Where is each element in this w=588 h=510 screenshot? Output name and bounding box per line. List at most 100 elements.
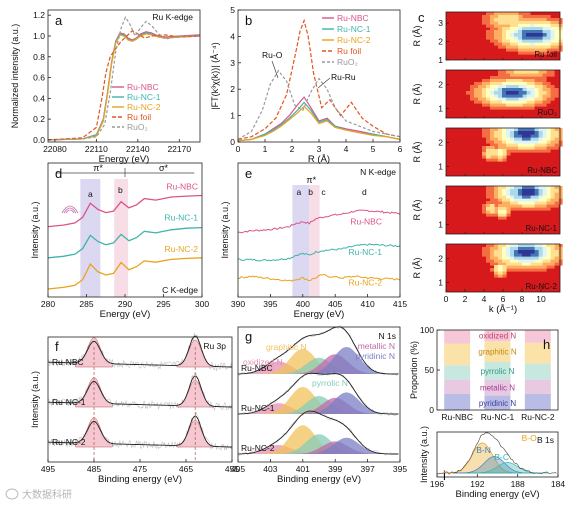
wavelet-cell (502, 265, 507, 269)
x-tick-label: 400 (296, 299, 310, 309)
wavelet-cell (526, 36, 531, 40)
wavelet-cell (514, 186, 519, 190)
wavelet-cell (526, 259, 531, 263)
wavelet-cell (506, 15, 511, 19)
xps-envelope (238, 326, 399, 375)
wavelet-cell (534, 88, 539, 92)
wavelet-cell (502, 262, 507, 266)
wavelet-cell (502, 106, 507, 110)
wavelet-cell (502, 12, 507, 16)
x-tick-label: 0 (444, 294, 449, 304)
wavelet-cell (498, 12, 503, 16)
wavelet-cell (510, 207, 515, 211)
wavelet-cell (486, 256, 491, 260)
wavelet-cell (478, 94, 483, 98)
wavelet-cell (534, 186, 539, 190)
wavelet-cell (502, 76, 507, 80)
wavelet-cell (518, 259, 523, 263)
x-tick-label: Ru-NBC (441, 412, 473, 422)
wavelet-cell (498, 85, 503, 89)
wavelet-cell (510, 259, 515, 263)
wavelet-cell (518, 198, 523, 202)
xps-fit-component (304, 347, 389, 374)
wavelet-cell (530, 201, 535, 205)
peak-label: a (88, 189, 93, 199)
wavelet-cell (514, 82, 519, 86)
sample-label: Ru-NC-1 (241, 403, 275, 413)
wavelet-cell (530, 82, 535, 86)
x-tick-label: 192 (470, 479, 484, 489)
x-tick-label: 196 (430, 479, 444, 489)
y-axis-label: R (Å) (412, 142, 422, 163)
wavelet-cell (550, 33, 555, 37)
wavelet-cell (518, 106, 523, 110)
wavelet-cell (518, 134, 523, 138)
wavelet-cell (526, 42, 531, 46)
x-tick-label: 410 (361, 299, 375, 309)
wavelet-cell (482, 21, 487, 25)
wavelet-cell (554, 244, 559, 248)
y-axis-label: |FT(k³χ(k))| (Å⁻⁴) (210, 42, 220, 110)
wavelet-cell (554, 192, 559, 196)
pi-region-band (292, 185, 310, 297)
wavelet-cell (518, 88, 523, 92)
wavelet-cell (514, 128, 519, 132)
wavelet-cell (534, 18, 539, 22)
nexafs-c-line-2 (47, 257, 203, 290)
wavelet-cell (514, 18, 519, 22)
wavelet-cell (534, 131, 539, 135)
wavelet-label: Ru foil (534, 50, 557, 59)
exafs-line-1 (237, 101, 401, 142)
wavelet-cell (530, 51, 535, 55)
wavelet-cell (494, 271, 499, 275)
wavelet-cell (518, 265, 523, 269)
wavelet-cell (538, 51, 543, 55)
wavelet-cell (534, 146, 539, 150)
wavelet-cell (490, 213, 495, 217)
wavelet-cell (554, 201, 559, 205)
wavelet-cell (514, 21, 519, 25)
wavelet-cell (550, 256, 555, 260)
wavelet-cell (506, 201, 511, 205)
wavelet-cell (546, 256, 551, 260)
wavelet-cell (470, 85, 475, 89)
wavelet-cell (502, 216, 507, 220)
wavelet-cell (538, 45, 543, 49)
wavelet-cell (506, 42, 511, 46)
panel-letter-h: h (543, 337, 550, 352)
wavelet-cell (506, 143, 511, 147)
wavelet-cell (550, 143, 555, 147)
wavelet-cell (534, 27, 539, 31)
wavelet-cell (494, 131, 499, 135)
wavelet-cell (522, 128, 527, 132)
wavelet-cell (526, 24, 531, 28)
wavelet-cell (506, 94, 511, 98)
wavelet-cell (534, 259, 539, 263)
wavelet-cell (530, 244, 535, 248)
wavelet-cell (542, 24, 547, 28)
wavelet-cell (522, 244, 527, 248)
wavelet-map-4 (446, 244, 563, 292)
wavelet-cell (522, 85, 527, 89)
wavelet-cell (538, 265, 543, 269)
wavelet-cell (534, 39, 539, 43)
wavelet-cell (506, 12, 511, 16)
wavelet-cell (518, 33, 523, 37)
wavelet-cell (502, 100, 507, 104)
wavelet-cell (498, 140, 503, 144)
wavelet-cell (498, 274, 503, 278)
wavelet-cell (542, 146, 547, 150)
wavelet-cell (522, 33, 527, 37)
wavelet-cell (546, 88, 551, 92)
stacked-bar-segment (524, 363, 551, 380)
wavelet-cell (486, 33, 491, 37)
wavelet-cell (546, 73, 551, 77)
stacked-bar-segment (484, 395, 511, 410)
wavelet-cell (518, 256, 523, 260)
x-tick-label: 22080 (43, 144, 67, 154)
wavelet-cell (550, 21, 555, 25)
wavelet-cell (490, 82, 495, 86)
wavelet-cell (518, 24, 523, 28)
wavelet-cell (530, 253, 535, 257)
edge-annotation: B 1s (537, 435, 554, 445)
